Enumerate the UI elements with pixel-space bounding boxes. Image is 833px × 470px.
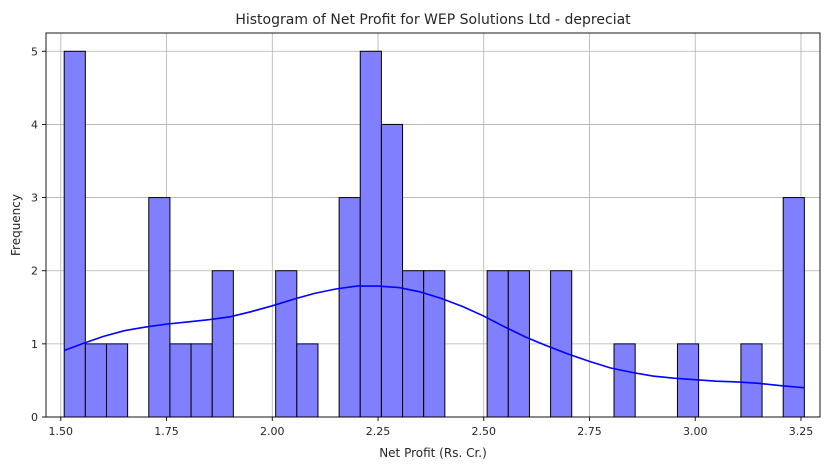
histogram-bar [338,197,361,418]
histogram-bar [63,50,86,418]
histogram-bar [507,270,530,418]
histogram-bar [105,343,129,418]
histogram-bar [84,343,107,418]
y-tick-label: 4 [31,118,38,131]
histogram-bar [169,343,192,418]
x-tick-label: 3.00 [683,425,708,438]
histogram-bar [359,50,382,418]
histogram-bar [275,270,298,418]
histogram-bar [148,197,171,418]
y-tick-label: 5 [31,45,38,58]
x-tick-label: 1.50 [49,425,74,438]
histogram-bar [211,270,234,418]
x-tick-label: 2.75 [577,425,602,438]
histogram-bar [613,343,636,418]
histogram-bar [296,343,319,418]
kde-curve [63,285,805,389]
histogram-bar [190,343,213,418]
histogram-bar [423,270,446,418]
y-tick-label: 3 [31,192,38,205]
y-tick-label: 1 [31,338,38,351]
x-tick-label: 3.25 [789,425,814,438]
plot-frame [45,32,821,418]
y-axis-label: Frequency [9,194,23,256]
y-axis-ticks: 0 1 2 3 4 5 [31,45,46,424]
histogram-bar [380,123,404,418]
x-tick-label: 2.25 [366,425,391,438]
y-tick-label: 2 [31,265,38,278]
x-axis-label: Net Profit (Rs. Cr.) [379,446,487,460]
histogram-bar [740,343,763,418]
histogram-bar [550,270,573,418]
histogram-bar [782,197,805,418]
chart-title: Histogram of Net Profit for WEP Solution… [235,12,631,28]
x-axis-ticks: 1.50 1.75 2.00 2.25 2.50 2.75 3.00 3.25 [49,417,814,438]
x-tick-label: 2.50 [472,425,497,438]
x-tick-label: 1.75 [154,425,179,438]
y-tick-label: 0 [31,411,38,424]
histogram-bar [486,270,509,418]
x-tick-label: 2.00 [260,425,285,438]
